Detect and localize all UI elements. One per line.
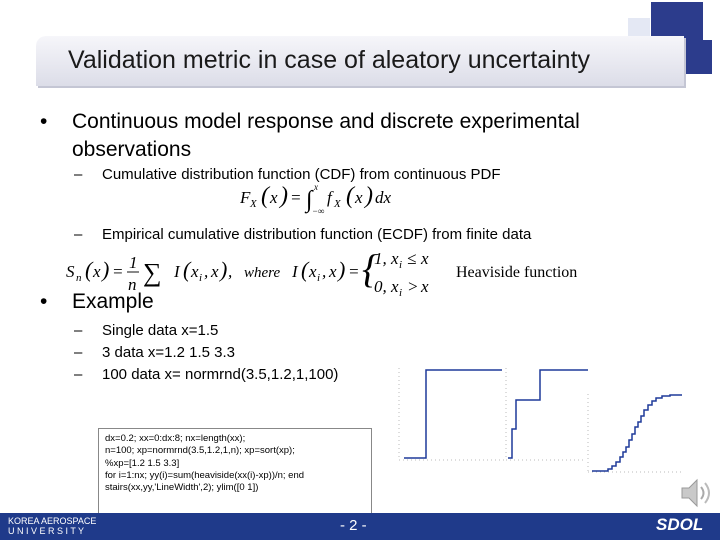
- svg-text:i: i: [399, 259, 402, 271]
- cdf-formula: F X ( x ) = ∫ x −∞ f X ( x ) dx: [240, 182, 392, 216]
- code-line: stairs(xx,yy,'LineWidth',2); ylim([0 1]): [105, 482, 259, 494]
- svg-text:x: x: [210, 262, 219, 281]
- page-number: - 2 -: [340, 517, 367, 534]
- svg-text:∫: ∫: [304, 187, 314, 214]
- dash: –: [74, 322, 83, 339]
- plot-single-data: [396, 366, 506, 464]
- plot-three-data: [504, 366, 590, 464]
- svg-text:n: n: [76, 272, 82, 284]
- svg-text:x: x: [269, 188, 278, 207]
- svg-text:I: I: [291, 262, 299, 281]
- svg-text:x: x: [313, 182, 318, 192]
- bullet-text: Continuous model response and discrete e…: [72, 110, 580, 161]
- university-name-line1: KOREA AEROSPACE: [8, 516, 97, 526]
- svg-text:(: (: [346, 183, 356, 209]
- plot-100-data: [586, 392, 686, 476]
- svg-text:n: n: [128, 275, 137, 294]
- code-line: n=100; xp=normrnd(3.5,1.2,1,n); xp=sort(…: [105, 445, 295, 457]
- dash: –: [74, 366, 83, 383]
- speaker-icon[interactable]: [678, 476, 714, 510]
- svg-text:−∞: −∞: [312, 206, 325, 216]
- svg-text:(: (: [301, 257, 310, 282]
- svg-text:,: ,: [228, 262, 232, 281]
- sub-bullet-text: Cumulative distribution function (CDF) f…: [102, 166, 501, 183]
- svg-text:F: F: [240, 188, 251, 207]
- svg-text:S: S: [66, 262, 75, 281]
- svg-text:∑: ∑: [143, 258, 162, 287]
- example-text: Single data x=1.5: [102, 322, 219, 339]
- university-name-line2: U N I V E R S I T Y: [8, 526, 85, 536]
- svg-text:1: 1: [129, 253, 138, 272]
- svg-text:,: ,: [322, 262, 326, 281]
- dash: –: [74, 344, 83, 361]
- svg-text:x: x: [390, 249, 399, 268]
- code-line: for i=1:nx; yy(i)=sum(heaviside(xx(i)-xp…: [105, 469, 305, 481]
- svg-text:): ): [278, 183, 288, 209]
- example-text: 100 data x= normrnd(3.5,1.2,1,100): [102, 366, 339, 383]
- svg-text:): ): [363, 183, 373, 209]
- svg-text:x: x: [92, 262, 101, 281]
- svg-text:(: (: [85, 257, 94, 282]
- bullet-dot: •: [40, 110, 48, 133]
- svg-text:): ): [336, 257, 345, 282]
- svg-text:): ): [218, 257, 227, 282]
- example-text: 3 data x=1.2 1.5 3.3: [102, 344, 236, 361]
- svg-text:i: i: [317, 272, 320, 284]
- svg-text:x: x: [420, 249, 429, 268]
- svg-text:(: (: [183, 257, 192, 282]
- code-line: %xp=[1.2 1.5 3.3]: [105, 457, 180, 469]
- svg-text:x: x: [308, 262, 317, 281]
- svg-text:x: x: [354, 188, 363, 207]
- sub-bullet-text: Empirical cumulative distribution functi…: [102, 226, 532, 243]
- svg-text:x: x: [190, 262, 199, 281]
- svg-text:dx: dx: [375, 188, 392, 207]
- footer-bar: KOREA AEROSPACE U N I V E R S I T Y - 2 …: [0, 513, 720, 540]
- svg-text:x: x: [390, 277, 399, 296]
- svg-text:(: (: [261, 183, 271, 209]
- dash: –: [74, 226, 83, 243]
- svg-text:x: x: [328, 262, 337, 281]
- matlab-code-box: dx=0.2; xx=0:dx:8; nx=length(xx); n=100;…: [98, 428, 372, 514]
- svg-text:where: where: [244, 265, 280, 281]
- bullet-dot: •: [40, 290, 48, 313]
- svg-text:{: {: [362, 246, 378, 291]
- svg-text:=: =: [112, 262, 123, 281]
- svg-text:i: i: [399, 287, 402, 299]
- svg-text:f: f: [327, 188, 334, 207]
- svg-text:0,: 0,: [374, 277, 387, 296]
- svg-text:X: X: [249, 198, 258, 210]
- lab-logo: SDOL: [656, 515, 704, 534]
- university-logo: KOREA AEROSPACE U N I V E R S I T Y: [8, 516, 96, 536]
- ecdf-formula: S n ( x ) = 1 n ∑ I ( x i , x ) , where …: [66, 246, 429, 299]
- svg-text:i: i: [199, 272, 202, 284]
- slide-title: Validation metric in case of aleatory un…: [68, 46, 591, 74]
- title-bar: [36, 36, 684, 86]
- svg-text:≤: ≤: [407, 249, 416, 268]
- svg-text:1,: 1,: [374, 249, 387, 268]
- code-line: dx=0.2; xx=0:dx:8; nx=length(xx);: [105, 433, 246, 444]
- svg-text:=: =: [348, 262, 359, 281]
- decor-square-dark-small: [682, 40, 712, 74]
- svg-text:,: ,: [204, 262, 208, 281]
- heaviside-label: Heaviside function: [456, 264, 578, 281]
- svg-text:=: =: [290, 188, 301, 207]
- svg-text:X: X: [333, 198, 342, 210]
- svg-text:I: I: [173, 262, 181, 281]
- bullet-text: Example: [72, 290, 154, 313]
- svg-text:x: x: [420, 277, 429, 296]
- dash: –: [74, 166, 83, 183]
- decor-square-light: [628, 18, 650, 40]
- svg-text:): ): [100, 257, 109, 282]
- svg-text:>: >: [407, 277, 418, 296]
